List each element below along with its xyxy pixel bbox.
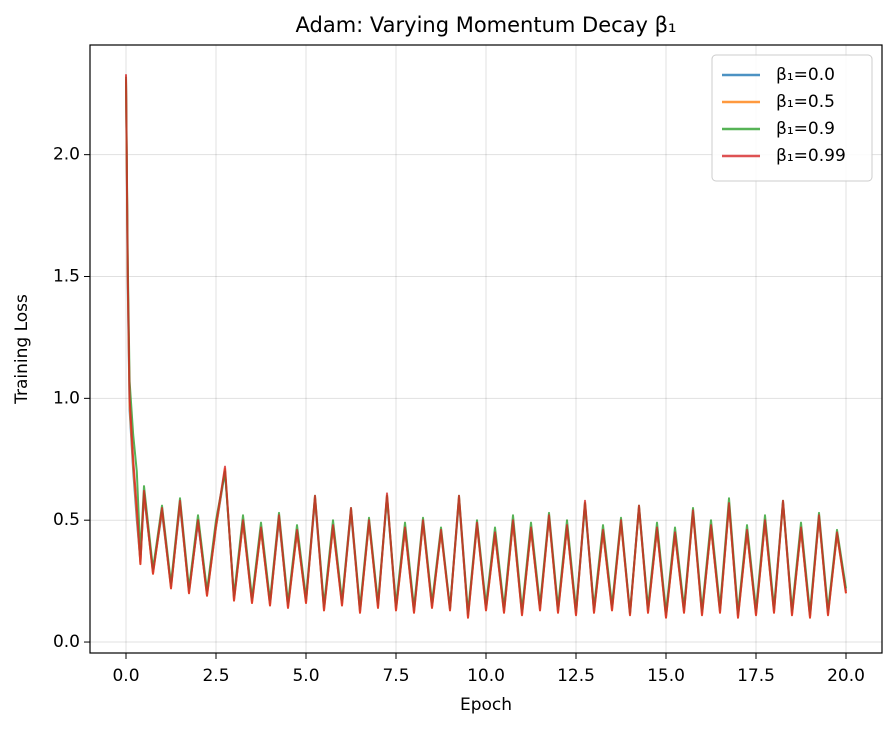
y-tick-label: 0.0 — [53, 632, 80, 652]
y-axis-label: Training Loss — [12, 294, 32, 405]
x-tick-label: 10.0 — [467, 666, 505, 686]
x-axis-label: Epoch — [460, 695, 512, 715]
y-tick-label: 0.5 — [53, 510, 80, 530]
x-tick-label: 0.0 — [112, 666, 139, 686]
x-tick-label: 15.0 — [647, 666, 685, 686]
x-tick-label: 12.5 — [557, 666, 595, 686]
x-tick-label: 5.0 — [292, 666, 319, 686]
x-tick-label: 7.5 — [382, 666, 409, 686]
line-series — [125, 74, 847, 619]
legend-label: β₁=0.5 — [776, 92, 835, 112]
legend-label: β₁=0.9 — [776, 119, 835, 139]
x-tick-label: 20.0 — [827, 666, 865, 686]
chart-title: Adam: Varying Momentum Decay β₁ — [296, 13, 677, 37]
legend-label: β₁=0.0 — [776, 65, 835, 85]
x-tick-label: 17.5 — [737, 666, 775, 686]
plot-frame — [89, 44, 883, 654]
legend-box — [711, 54, 873, 182]
y-tick-label: 2.0 — [53, 145, 80, 165]
x-tick-label: 2.5 — [202, 666, 229, 686]
y-tick-label: 1.0 — [53, 388, 80, 408]
legend-label: β₁=0.99 — [776, 146, 846, 166]
y-tick-label: 1.5 — [53, 267, 80, 287]
